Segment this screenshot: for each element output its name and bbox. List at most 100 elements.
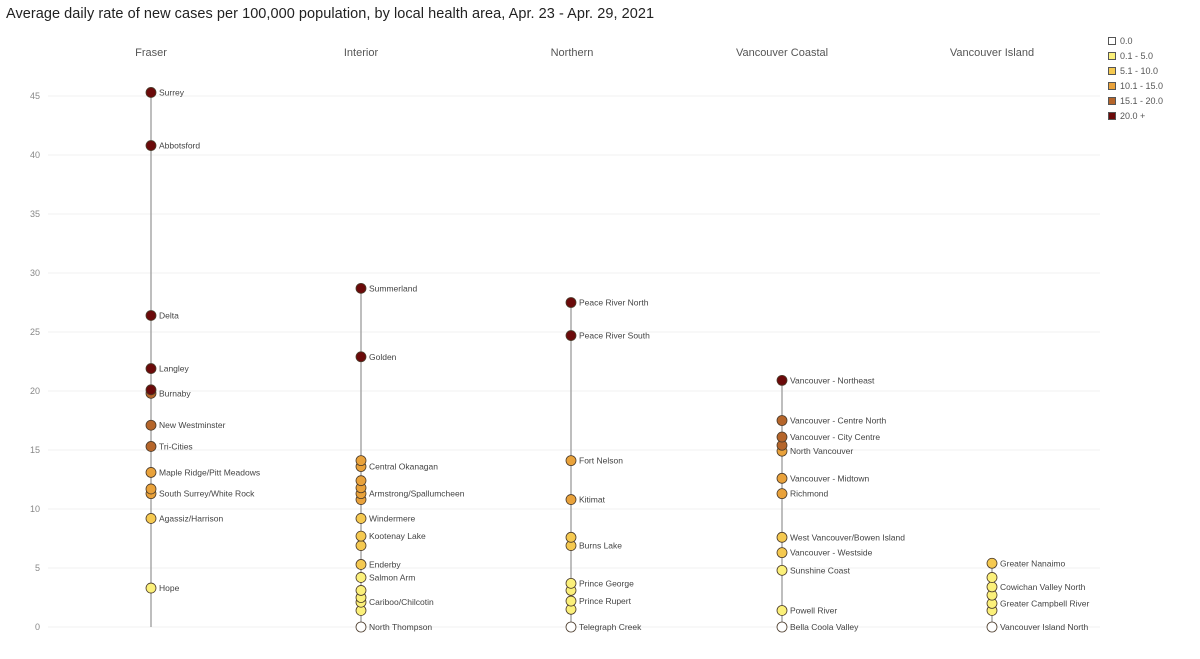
- data-point[interactable]: [565, 531, 577, 543]
- column-header: Northern: [551, 47, 594, 59]
- data-point[interactable]: [145, 582, 157, 594]
- legend-item[interactable]: 10.1 - 15.0: [1108, 78, 1163, 93]
- data-point-label: Langley: [159, 364, 190, 374]
- data-point-label: Fort Nelson: [579, 456, 623, 466]
- y-axis: 0 5 10 15 20 25 30 35 40 45: [30, 91, 40, 632]
- data-point-label: Sunshine Coast: [790, 565, 851, 575]
- data-point[interactable]: [776, 431, 788, 443]
- data-point[interactable]: [565, 494, 577, 505]
- series-fraser: Surrey Abbotsford Delta Langley Burnaby New W…: [145, 87, 260, 627]
- data-point[interactable]: [355, 351, 367, 363]
- data-point-label: Bella Coola Valley: [790, 622, 859, 632]
- data-point[interactable]: [986, 572, 998, 583]
- y-tick-label: 0: [35, 622, 40, 632]
- legend-item[interactable]: 0.1 - 5.0: [1108, 48, 1163, 63]
- data-point[interactable]: [145, 87, 157, 98]
- data-point[interactable]: [355, 621, 367, 633]
- column-header: Fraser: [135, 47, 167, 59]
- y-tick-label: 10: [30, 504, 40, 514]
- y-tick-label: 35: [30, 209, 40, 219]
- column-header: Vancouver Coastal: [736, 47, 828, 59]
- data-point-label: Cowichan Valley North: [1000, 582, 1086, 592]
- data-point[interactable]: [355, 585, 367, 596]
- data-point[interactable]: [776, 374, 788, 386]
- data-point-label: Armstrong/Spallumcheen: [369, 489, 465, 499]
- legend-label: 20.0 +: [1120, 110, 1146, 121]
- data-point-label: Telegraph Creek: [579, 622, 642, 632]
- legend-label: 15.1 - 20.0: [1120, 95, 1164, 106]
- data-point[interactable]: [565, 577, 577, 589]
- legend-item[interactable]: 20.0 +: [1108, 108, 1163, 123]
- legend-item[interactable]: 15.1 - 20.0: [1108, 93, 1163, 108]
- data-point[interactable]: [355, 572, 367, 583]
- data-point[interactable]: [355, 282, 367, 294]
- legend-swatch-icon: [1108, 66, 1116, 75]
- y-tick-label: 15: [30, 445, 40, 455]
- data-point[interactable]: [145, 363, 157, 374]
- data-point[interactable]: [355, 530, 367, 542]
- data-point[interactable]: [776, 531, 788, 543]
- data-point-label: Vancouver - City Centre: [790, 432, 880, 442]
- data-point[interactable]: [776, 605, 788, 616]
- data-point[interactable]: [776, 547, 788, 559]
- data-point[interactable]: [145, 467, 157, 478]
- data-point-label: Abbotsford: [159, 141, 200, 151]
- data-point-label: Vancouver - Midtown: [790, 473, 869, 483]
- y-tick-label: 5: [35, 563, 40, 573]
- data-point-label: Greater Nanaimo: [1000, 558, 1065, 568]
- data-point[interactable]: [355, 540, 367, 551]
- data-point-label: West Vancouver/Bowen Island: [790, 532, 905, 542]
- legend-swatch-icon: [1108, 81, 1116, 90]
- data-point[interactable]: [986, 621, 998, 633]
- legend-swatch-icon: [1108, 36, 1116, 45]
- data-point[interactable]: [355, 513, 367, 524]
- data-point[interactable]: [776, 621, 788, 633]
- data-point[interactable]: [776, 472, 788, 484]
- data-point[interactable]: [565, 595, 577, 607]
- data-point-label: Cariboo/Chilcotin: [369, 597, 434, 607]
- y-tick-label: 20: [30, 386, 40, 396]
- data-point[interactable]: [145, 483, 157, 495]
- data-point[interactable]: [355, 455, 367, 467]
- data-point-label: Enderby: [369, 559, 401, 569]
- data-point[interactable]: [565, 297, 577, 308]
- data-point[interactable]: [776, 564, 788, 576]
- data-point[interactable]: [145, 419, 157, 431]
- data-point[interactable]: [145, 384, 157, 396]
- legend-swatch-icon: [1108, 111, 1116, 120]
- data-point[interactable]: [986, 557, 998, 569]
- data-point-label: Windermere: [369, 513, 416, 523]
- data-point[interactable]: [565, 621, 577, 633]
- data-point-label: Hope: [159, 583, 180, 593]
- legend-label: 5.1 - 10.0: [1120, 65, 1159, 76]
- data-point[interactable]: [776, 488, 788, 500]
- data-point[interactable]: [145, 441, 157, 452]
- data-point-label: Burns Lake: [579, 541, 622, 551]
- legend-item[interactable]: 0.0: [1108, 33, 1163, 48]
- legend-label: 0.0: [1120, 35, 1133, 46]
- data-point-label: Golden: [369, 352, 397, 362]
- data-point[interactable]: [145, 140, 157, 151]
- data-point[interactable]: [145, 513, 157, 524]
- data-point[interactable]: [565, 330, 577, 341]
- legend-swatch-icon: [1108, 51, 1116, 60]
- y-tick-label: 25: [30, 327, 40, 337]
- data-point-label: Powell River: [790, 605, 837, 615]
- column-header: Interior: [344, 47, 379, 59]
- data-point[interactable]: [355, 559, 367, 570]
- data-point[interactable]: [776, 415, 788, 426]
- data-point-label: Summerland: [369, 283, 417, 293]
- data-point[interactable]: [145, 310, 157, 321]
- data-point[interactable]: [565, 455, 577, 467]
- data-point-label: South Surrey/White Rock: [159, 489, 255, 499]
- data-point-label: North Vancouver: [790, 446, 853, 456]
- data-point-label: Vancouver - Northeast: [790, 375, 875, 385]
- chart-title: Average daily rate of new cases per 100,…: [6, 6, 655, 22]
- series-interior: Summerland Golden Central Okanagan Armstron…: [355, 282, 465, 633]
- data-point-label: Surrey: [159, 87, 185, 97]
- data-point-label: Peace River North: [579, 298, 649, 308]
- data-point[interactable]: [355, 475, 367, 487]
- legend-item[interactable]: 5.1 - 10.0: [1108, 63, 1163, 78]
- data-point[interactable]: [986, 581, 998, 593]
